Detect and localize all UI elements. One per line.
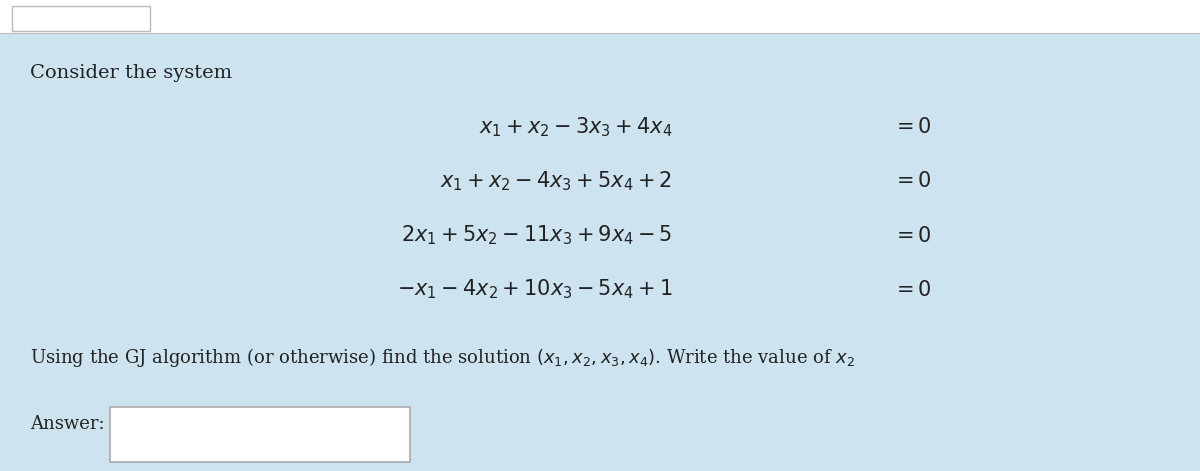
FancyBboxPatch shape xyxy=(12,6,150,31)
FancyBboxPatch shape xyxy=(110,407,410,462)
Text: $x_1 + x_2 - 3x_3 + 4x_4$: $x_1 + x_2 - 3x_3 + 4x_4$ xyxy=(479,115,672,139)
Text: $= 0$: $= 0$ xyxy=(893,280,931,300)
Text: Answer:: Answer: xyxy=(30,415,104,433)
Text: $-x_1 - 4x_2 + 10x_3 - 5x_4 + 1$: $-x_1 - 4x_2 + 10x_3 - 5x_4 + 1$ xyxy=(396,278,672,301)
Text: $= 0$: $= 0$ xyxy=(893,117,931,137)
Bar xyxy=(0,0,1200,33)
Text: $= 0$: $= 0$ xyxy=(893,226,931,245)
Text: Consider the system: Consider the system xyxy=(30,64,232,81)
Text: $x_1 + x_2 - 4x_3 + 5x_4 + 2$: $x_1 + x_2 - 4x_3 + 5x_4 + 2$ xyxy=(440,170,672,193)
Text: $2x_1 + 5x_2 - 11x_3 + 9x_4 - 5$: $2x_1 + 5x_2 - 11x_3 + 9x_4 - 5$ xyxy=(401,224,672,247)
Text: Using the GJ algorithm (or otherwise) find the solution $(x_1, x_2, x_3, x_4)$. : Using the GJ algorithm (or otherwise) fi… xyxy=(30,347,856,369)
Text: $= 0$: $= 0$ xyxy=(893,171,931,191)
